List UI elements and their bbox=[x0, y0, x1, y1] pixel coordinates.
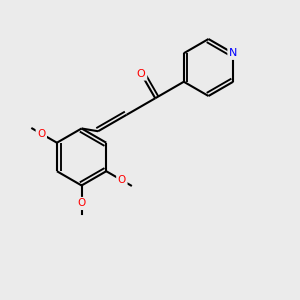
Text: O: O bbox=[118, 175, 126, 185]
Text: O: O bbox=[77, 199, 86, 208]
Text: O: O bbox=[137, 69, 146, 79]
Text: O: O bbox=[37, 129, 45, 139]
Text: N: N bbox=[229, 48, 237, 58]
